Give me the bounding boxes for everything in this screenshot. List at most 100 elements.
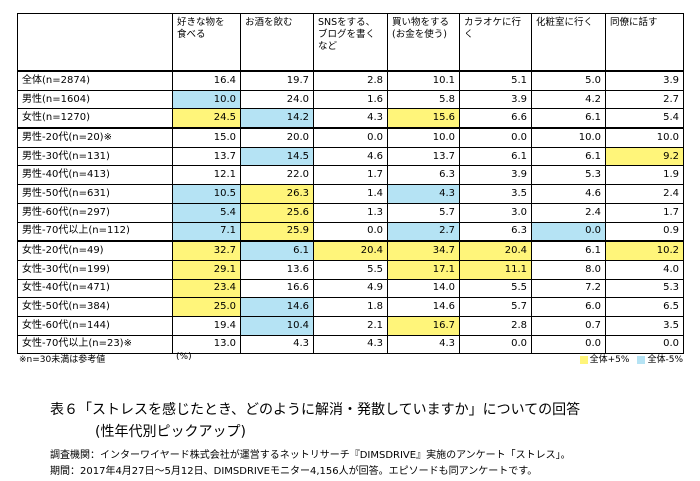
cell: 5.7 (387, 202, 460, 223)
row-label: 男性-60代(n=297) (17, 202, 173, 223)
cell: 6.1 (459, 146, 532, 167)
cell: 0.0 (313, 221, 388, 242)
cell: 1.6 (313, 89, 388, 110)
cell: 20.4 (459, 240, 532, 261)
header-cell: 同僚に話す (605, 13, 684, 72)
cell: 7.2 (531, 278, 606, 299)
legend-swatch (637, 355, 646, 364)
cell: 6.1 (240, 240, 314, 261)
cell: 0.0 (605, 334, 684, 355)
cell: 10.0 (605, 127, 684, 148)
cell: 14.6 (240, 297, 314, 317)
cell: 2.8 (459, 315, 532, 336)
cell: 5.0 (531, 69, 606, 91)
cell: 1.9 (605, 165, 684, 186)
cell: 1.8 (313, 297, 388, 317)
header-cell: 好きな物を 食べる (172, 13, 241, 72)
cell: 6.3 (387, 165, 460, 186)
cell: 19.4 (172, 315, 241, 336)
row-label: 男性-40代(n=413) (17, 165, 173, 186)
cell: 4.3 (387, 334, 460, 355)
cell: 11.1 (459, 259, 532, 280)
source: 調査機関：インターワイヤード株式会社が運営するネットリサーチ『DIMSDRIVE… (50, 450, 571, 461)
cell: 16.7 (387, 315, 460, 336)
source: 期間：2017年4月27日～5月12日、DIMSDRIVEモニター4,156人が… (50, 466, 538, 477)
cell: 3.9 (605, 69, 684, 91)
row-label: 全体(n=2874) (17, 69, 173, 91)
cell: 2.4 (531, 202, 606, 223)
cell: 0.9 (605, 221, 684, 242)
cell: 6.1 (531, 108, 606, 129)
cell: 3.5 (605, 315, 684, 336)
cell: 3.9 (459, 89, 532, 110)
cell: 4.0 (605, 259, 684, 280)
cell: 0.0 (531, 221, 606, 242)
cell: 3.0 (459, 202, 532, 223)
cell: 20.0 (240, 127, 314, 148)
cell: 1.7 (313, 165, 388, 186)
cell: 5.7 (459, 297, 532, 317)
row-label: 女性-60代(n=144) (17, 315, 173, 336)
unit: (%) (176, 352, 192, 362)
cell: 24.5 (172, 108, 241, 129)
cell: 13.7 (172, 146, 241, 167)
row-label: 女性(n=1270) (17, 108, 173, 129)
row: 女性-50代(n=384) 25.0 14.6 1.8 14.6 5.7 6.0 6.5 (17, 297, 684, 317)
row-label: 女性-50代(n=384) (17, 297, 173, 317)
cell: 13.0 (172, 334, 241, 355)
cell: 10.0 (172, 89, 241, 110)
cell: 4.3 (313, 334, 388, 355)
cell: 22.0 (240, 165, 314, 186)
cell: 1.7 (605, 202, 684, 223)
row: 女性(n=1270) 24.5 14.2 4.3 15.6 6.6 6.1 5.4 (17, 108, 684, 129)
cell: 14.6 (387, 297, 460, 317)
cell: 10.0 (387, 127, 460, 148)
cell: 2.8 (313, 69, 388, 91)
cell: 8.0 (531, 259, 606, 280)
cell: 16.6 (240, 278, 314, 299)
caption: (性年代別ピックアップ) (95, 424, 246, 440)
cell: 0.0 (459, 334, 532, 355)
cell: 4.6 (313, 146, 388, 167)
cell: 13.6 (240, 259, 314, 280)
cell: 15.0 (172, 127, 241, 148)
header-cell: 買い物をする (お金を使う) (387, 13, 460, 72)
cell: 4.9 (313, 278, 388, 299)
cell: 6.0 (531, 297, 606, 317)
cell: 9.2 (605, 146, 684, 167)
row: 男性-70代以上(n=112) 7.1 25.9 0.0 2.7 6.3 0.0 0.9 (17, 221, 684, 242)
cell: 6.1 (531, 240, 606, 261)
cell: 6.6 (459, 108, 532, 129)
legend-label: 全体+5% (589, 355, 630, 365)
cell: 4.6 (531, 184, 606, 204)
cell: 14.0 (387, 278, 460, 299)
row: 男性(n=1604) 10.0 24.0 1.6 5.8 3.9 4.2 2.7 (17, 89, 684, 110)
row: 男性-30代(n=131) 13.7 14.5 4.6 13.7 6.1 6.1 9.2 (17, 146, 684, 167)
cell: 6.3 (459, 221, 532, 242)
cell: 2.7 (605, 89, 684, 110)
cell: 32.7 (172, 240, 241, 261)
cell: 0.7 (531, 315, 606, 336)
cell: 5.3 (531, 165, 606, 186)
cell: 5.5 (459, 278, 532, 299)
row: 女性-70代以上(n=23)※ 13.0 4.3 4.3 4.3 0.0 0.0 0.0 (17, 334, 684, 355)
row: 男性-60代(n=297) 5.4 25.6 1.3 5.7 3.0 2.4 1.7 (17, 202, 684, 223)
row-label: 男性(n=1604) (17, 89, 173, 110)
header-cell (17, 13, 173, 72)
cell: 14.5 (240, 146, 314, 167)
cell: 5.5 (313, 259, 388, 280)
header-row: 好きな物を 食べる お酒を飲む SNSをする、 ブログを書く など 買い物をする (お… (17, 13, 684, 72)
cell: 5.4 (172, 202, 241, 223)
cell: 3.5 (459, 184, 532, 204)
cell: 10.5 (172, 184, 241, 204)
cell: 1.3 (313, 202, 388, 223)
row-label: 女性-30代(n=199) (17, 259, 173, 280)
cell: 16.4 (172, 69, 241, 91)
row-label: 女性-40代(n=471) (17, 278, 173, 299)
legend-swatch (579, 355, 588, 364)
cell: 5.1 (459, 69, 532, 91)
row: 全体(n=2874) 16.4 19.7 2.8 10.1 5.1 5.0 3.9 (17, 69, 684, 91)
row: 女性-30代(n=199) 29.1 13.6 5.5 17.1 11.1 8.0 4.0 (17, 259, 684, 280)
cell: 34.7 (387, 240, 460, 261)
cell: 12.1 (172, 165, 241, 186)
